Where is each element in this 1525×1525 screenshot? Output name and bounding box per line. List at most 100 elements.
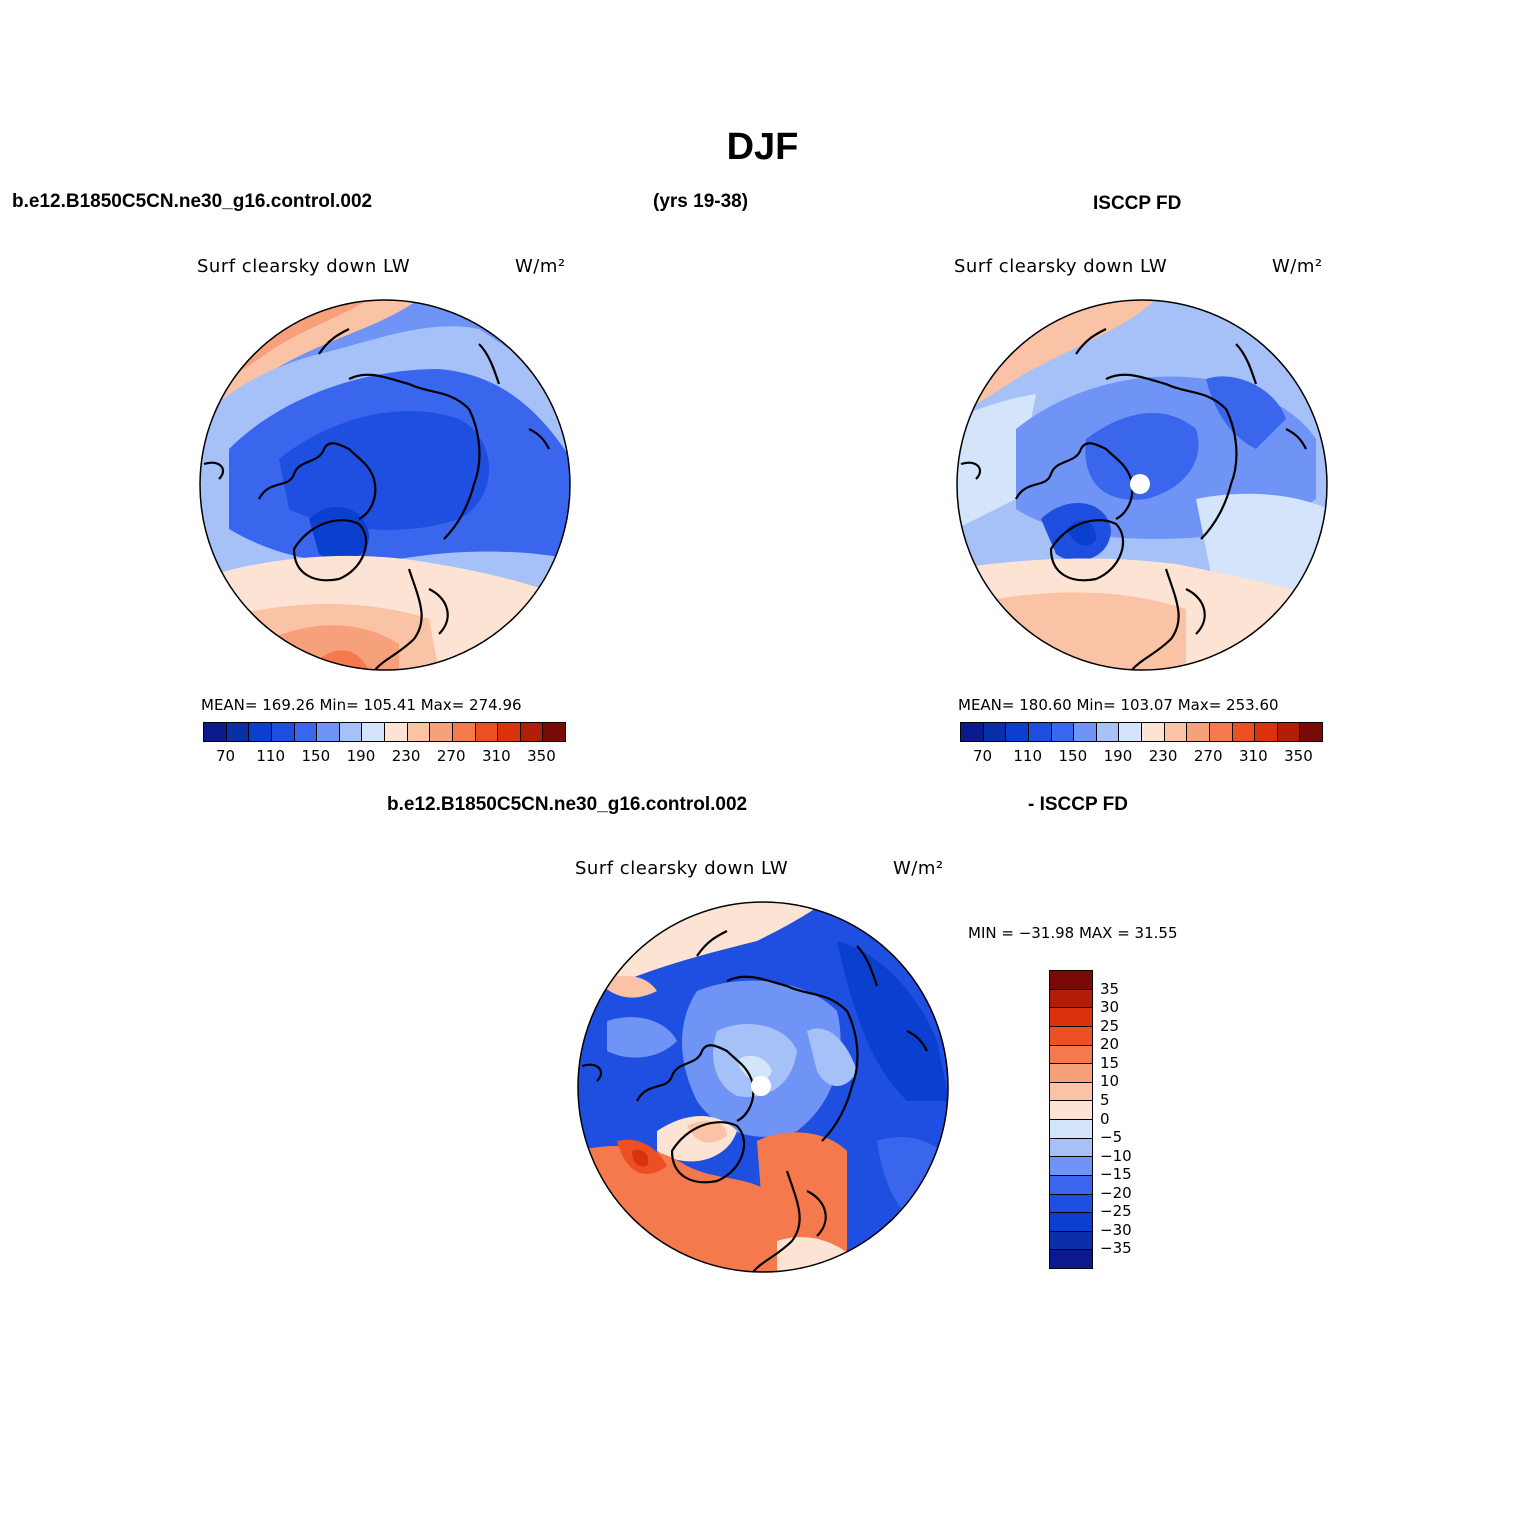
colorbar-box: [1050, 1175, 1092, 1195]
colorbar-box: [249, 723, 272, 741]
colorbar-tick-label: 310: [1238, 747, 1268, 765]
diff-stats: MIN = −31.98 MAX = 31.55: [968, 924, 1178, 942]
colorbar-box: [1050, 971, 1092, 990]
colorbar-box: [1187, 723, 1210, 741]
colorbar-box: [520, 723, 544, 741]
colorbar-box: [983, 723, 1007, 741]
colorbar-tick-label: 270: [436, 747, 466, 765]
colorbar-box: [1209, 723, 1233, 741]
colorbar-box: [1050, 1250, 1092, 1268]
colorbar-box: [1050, 1231, 1092, 1251]
colorbar-box: [339, 723, 363, 741]
colorbar-tick-label: 150: [301, 747, 331, 765]
model-panel-title: Surf clearsky down LW: [197, 256, 411, 277]
colorbar-tick-label: 70: [216, 747, 236, 765]
colorbar-tick-label: 350: [527, 747, 556, 765]
colorbar-tick-label: −10: [1100, 1146, 1132, 1165]
colorbar-box: [1074, 723, 1097, 741]
colorbar-tick-label: 10: [1100, 1072, 1120, 1091]
colorbar-box: [1050, 1101, 1092, 1120]
years-label: (yrs 19-38): [653, 191, 749, 212]
colorbar-tick-label: 30: [1100, 998, 1120, 1017]
colorbar-tick-label: 310: [481, 747, 511, 765]
colorbar-tick-label: 15: [1100, 1053, 1120, 1072]
colorbar-tick-label: −35: [1100, 1239, 1132, 1258]
obs-panel-units: W/m²: [1272, 256, 1323, 277]
colorbar-box: [498, 723, 521, 741]
colorbar-box: [1119, 723, 1142, 741]
model-colorbar: [203, 722, 566, 742]
figure-title: DJF: [726, 126, 799, 168]
obs-panel-title: Surf clearsky down LW: [954, 256, 1168, 277]
colorbar-box: [1050, 1008, 1092, 1027]
colorbar-tick-label: 35: [1100, 979, 1120, 998]
colorbar-tick-label: 110: [256, 747, 286, 765]
diff-polar-map: [577, 901, 949, 1273]
colorbar-box: [1050, 1082, 1092, 1102]
diff-panel-units: W/m²: [893, 858, 944, 879]
colorbar-box: [1050, 1064, 1092, 1083]
colorbar-box: [1232, 723, 1256, 741]
obs-colorbar: [960, 722, 1323, 742]
colorbar-tick-label: 25: [1100, 1016, 1120, 1035]
colorbar-tick-label: −25: [1100, 1202, 1132, 1221]
colorbar-box: [294, 723, 318, 741]
case-label: b.e12.B1850C5CN.ne30_g16.control.002: [12, 191, 373, 212]
colorbar-tick-label: 0: [1100, 1109, 1110, 1128]
colorbar-box: [1164, 723, 1188, 741]
colorbar-tick-label: 110: [1013, 747, 1043, 765]
colorbar-box: [1096, 723, 1120, 741]
model-colorbar-ticks: 70 110 150 190 230 270 310 350: [203, 747, 564, 767]
colorbar-box: [1050, 1157, 1092, 1176]
colorbar-box: [430, 723, 453, 741]
colorbar-box: [1050, 1120, 1092, 1139]
diff-case-label: b.e12.B1850C5CN.ne30_g16.control.002: [387, 794, 748, 815]
diff-colorbar: [1049, 970, 1093, 1269]
colorbar-box: [452, 723, 476, 741]
colorbar-box: [1050, 1194, 1092, 1214]
colorbar-box: [407, 723, 431, 741]
colorbar-box: [317, 723, 340, 741]
colorbar-box: [1050, 1026, 1092, 1046]
colorbar-box: [1142, 723, 1165, 741]
colorbar-tick-label: 70: [973, 747, 993, 765]
obs-label: ISCCP FD: [1093, 193, 1182, 214]
colorbar-box: [1051, 723, 1075, 741]
obs-polar-map: [956, 299, 1328, 671]
colorbar-box: [1277, 723, 1301, 741]
colorbar-box: [1028, 723, 1052, 741]
colorbar-box: [362, 723, 385, 741]
colorbar-box: [1050, 1138, 1092, 1158]
colorbar-tick-label: 230: [1148, 747, 1178, 765]
colorbar-tick-label: 190: [1103, 747, 1133, 765]
model-panel-units: W/m²: [515, 256, 566, 277]
colorbar-box: [1050, 1213, 1092, 1232]
colorbar-tick-label: 190: [346, 747, 376, 765]
diff-colorbar-ticks: 35 30 25 20 15 10 5 0 −5 −10 −15 −20 −25 −30 −35: [1100, 970, 1160, 1267]
colorbar-box: [204, 723, 227, 741]
colorbar-tick-label: −30: [1100, 1220, 1132, 1239]
colorbar-box: [271, 723, 295, 741]
diff-panel-title: Surf clearsky down LW: [575, 858, 789, 879]
diff-obs-label: - ISCCP FD: [1028, 794, 1128, 815]
colorbar-tick-label: 350: [1284, 747, 1313, 765]
colorbar-tick-label: 5: [1100, 1090, 1110, 1109]
obs-stats: MEAN= 180.60 Min= 103.07 Max= 253.60: [958, 696, 1279, 714]
model-polar-map: [199, 299, 571, 671]
colorbar-tick-label: 230: [391, 747, 421, 765]
colorbar-box: [226, 723, 250, 741]
colorbar-box: [1255, 723, 1278, 741]
colorbar-box: [1050, 989, 1092, 1009]
colorbar-box: [1006, 723, 1029, 741]
colorbar-tick-label: −5: [1100, 1128, 1123, 1147]
obs-colorbar-ticks: 70 110 150 190 230 270 310 350: [960, 747, 1321, 767]
model-stats: MEAN= 169.26 Min= 105.41 Max= 274.96: [201, 696, 522, 714]
colorbar-tick-label: −15: [1100, 1165, 1132, 1184]
colorbar-box: [385, 723, 408, 741]
colorbar-box: [543, 723, 565, 741]
colorbar-box: [961, 723, 984, 741]
colorbar-tick-label: −20: [1100, 1183, 1132, 1202]
colorbar-box: [1300, 723, 1322, 741]
colorbar-box: [1050, 1045, 1092, 1065]
colorbar-tick-label: 270: [1193, 747, 1223, 765]
